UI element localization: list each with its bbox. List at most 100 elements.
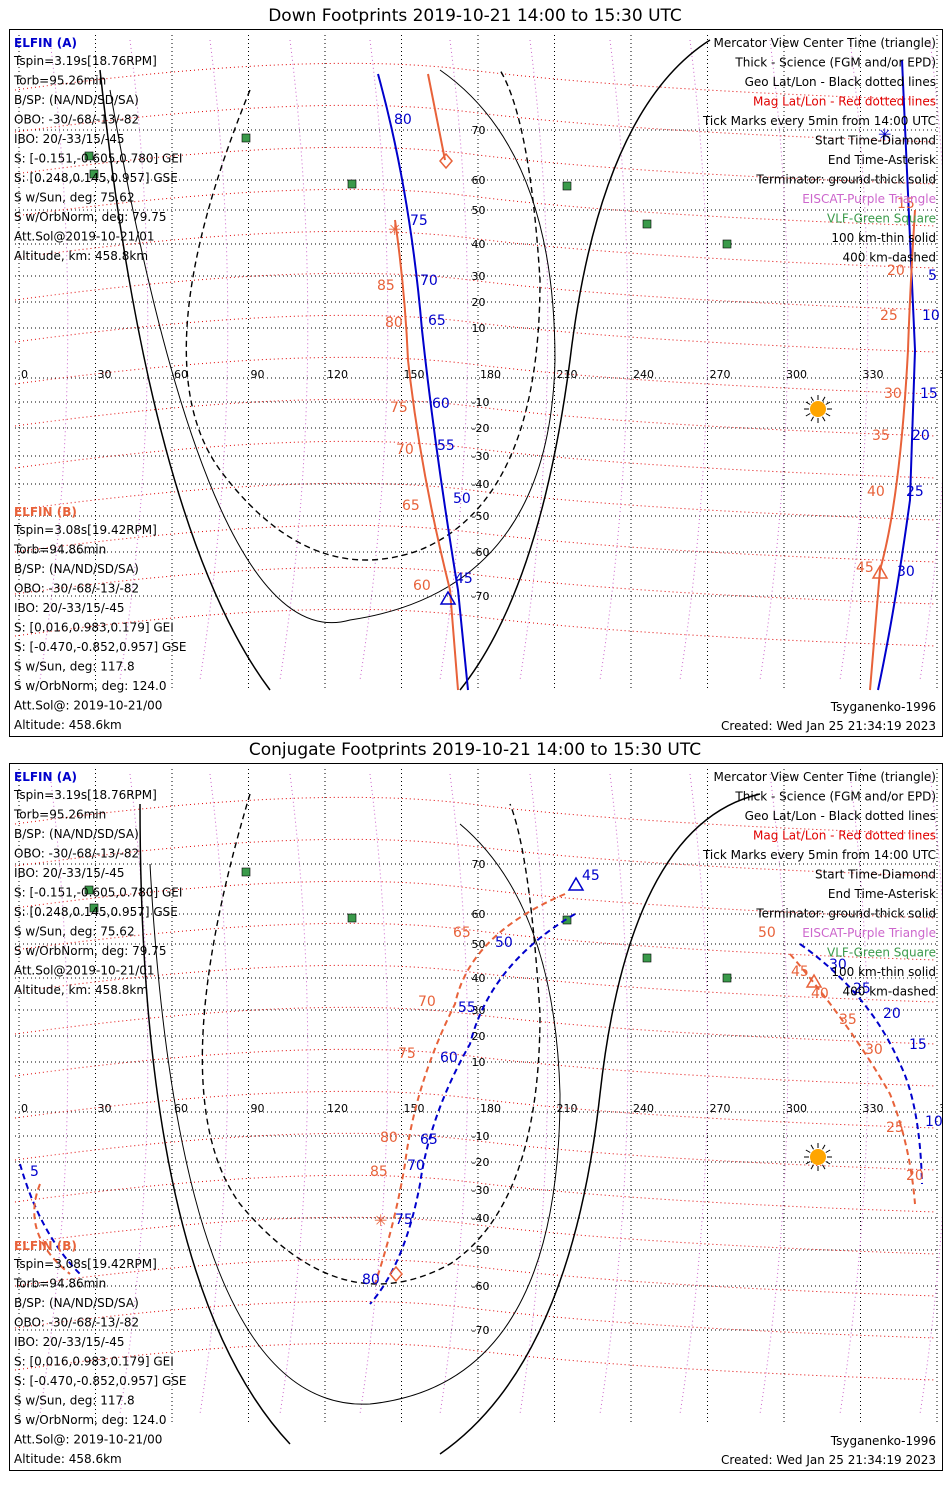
vlf-square <box>642 953 652 963</box>
elfin-b-info-line: S: [0.016,0.983,0.179] GEI <box>14 1355 174 1369</box>
mag-latitude-line <box>14 1174 937 1213</box>
elfin-b-track <box>374 893 566 1285</box>
elfin-a-right-label: 20 <box>883 1006 901 1022</box>
terminator-curve-right <box>459 39 711 691</box>
lat-label: 40 <box>472 972 486 985</box>
elfin-a-right-label: 15 <box>909 1037 927 1053</box>
elfin-a-track-right <box>877 59 917 691</box>
lat-label: 70 <box>472 124 486 137</box>
elfin-b-right-label: 40 <box>811 986 829 1002</box>
lon-label: 360 <box>939 368 942 381</box>
elfin-a-info-line: Tspin=3.19s[18.76RPM] <box>13 54 157 68</box>
lon-label: 30 <box>98 1102 112 1115</box>
mag-longitude-line <box>439 39 469 681</box>
elfin-a-label: ELFIN (A) <box>14 770 77 784</box>
elfin-a-track-label: 50 <box>495 935 513 951</box>
elfin-a-info-line: OBO: -30/-68/-13/-82 <box>14 113 139 127</box>
elfin-a-info-line: Att.Sol@2019-10-21/01 <box>14 230 155 244</box>
elfin-b-info-line: IBO: 20/-33/15/-45 <box>14 1335 125 1349</box>
legend-entry: VLF-Green Square <box>827 946 936 960</box>
lat-label: -60 <box>472 1280 490 1293</box>
lon-label: 330 <box>863 368 884 381</box>
elfin-a-track-left <box>19 1163 81 1275</box>
lon-label: 240 <box>633 368 654 381</box>
elfin-b-track-label: 60 <box>413 578 431 594</box>
elfin-a-info-line: Altitude, km: 458.8km <box>14 983 148 997</box>
vlf-square <box>84 885 94 895</box>
legend-entry: Thick - Science (FGM and/or EPD) <box>734 790 936 804</box>
elfin-b-track-label: 85 <box>370 1164 388 1180</box>
model-label: Tsyganenko-1996 <box>830 1434 936 1448</box>
elfin-b-label: ELFIN (B) <box>14 1239 77 1253</box>
mag-longitude-line <box>839 773 869 1415</box>
sun-ray <box>805 1161 811 1165</box>
mag-longitude-line <box>439 773 469 1415</box>
lat-label: 70 <box>472 858 486 871</box>
legend-entry: Mag Lat/Lon - Red dotted lines <box>753 95 936 109</box>
elfin-a-info-line: S: [0.248,0.145,0.957] GSE <box>14 171 178 185</box>
legend-entry: Mercator View Center Time (triangle) <box>714 36 936 50</box>
elfin-a-track-label: 55 <box>437 438 455 454</box>
legend-entry: Start Time-Diamond <box>815 868 936 882</box>
mag-latitude-line <box>14 1132 937 1171</box>
elfin-a-right-label: 20 <box>912 428 930 444</box>
mag-latitude-line <box>14 566 937 605</box>
mag-latitude-line <box>14 1258 937 1297</box>
lon-label: 90 <box>251 368 265 381</box>
elfin-b-info-line: Altitude: 458.6km <box>14 718 122 732</box>
conjugate-footprints-panel: 0306090120150180210240270300330360706050… <box>9 763 950 1471</box>
legend-entry: EISCAT-Purple Triangle <box>802 192 936 206</box>
lat-label: -30 <box>472 1184 490 1197</box>
sun-ray <box>822 1164 826 1170</box>
mag-latitude-line <box>14 838 937 877</box>
elfin-a-info-line: S w/Sun, deg: 75.62 <box>14 925 135 939</box>
lon-label: 240 <box>633 1102 654 1115</box>
elfin-b-track-label: 80 <box>385 315 403 331</box>
elfin-b-right-label: 20 <box>906 1168 924 1184</box>
vlf-square <box>89 903 99 913</box>
elfin-b-right-label: 25 <box>886 1120 904 1136</box>
lat-label: 50 <box>472 938 486 951</box>
lat-label: -70 <box>472 590 490 603</box>
elfin-a-label: ELFIN (A) <box>14 36 77 50</box>
mag-longitude-line <box>599 39 629 681</box>
sun-ray <box>825 413 831 417</box>
elfin-b-track-label: 75 <box>390 400 408 416</box>
lat-label: 30 <box>472 270 486 283</box>
elfin-b-track-label: 65 <box>402 498 420 514</box>
mag-longitude-line <box>519 39 549 681</box>
sun-ray <box>805 1149 811 1153</box>
mag-latitude-line <box>14 524 937 563</box>
mag-longitude-line <box>759 39 789 681</box>
mag-longitude-line <box>359 39 389 681</box>
vlf-square <box>347 913 357 923</box>
elfin-a-right-label: 25 <box>853 981 871 997</box>
legend-entry: Tick Marks every 5min from 14:00 UTC <box>702 114 936 128</box>
lon-label: 300 <box>786 1102 807 1115</box>
start-diamond <box>439 152 453 170</box>
down-footprints-panel: 0 30 60 90 120 150 180 210 240 270 300 330 360 70 60 50… <box>9 29 950 737</box>
elfin-a-right-label: 10 <box>922 308 940 324</box>
sun-ray <box>825 1161 831 1165</box>
elfin-b-center-triangle <box>805 973 823 988</box>
mag-latitude-line <box>14 104 937 143</box>
lon-label: 0 <box>21 368 28 381</box>
lat-label: -50 <box>472 1244 490 1257</box>
lat-label: -40 <box>472 478 490 491</box>
lat-label: -30 <box>472 450 490 463</box>
mag-longitude-line <box>359 773 389 1415</box>
elfin-a-track-label: 70 <box>407 1158 425 1174</box>
elfin-a-info-line: Torb=95.26min <box>13 74 106 88</box>
down-footprints-title: Down Footprints 2019-10-21 14:00 to 15:3… <box>268 6 682 26</box>
lat-label: -70 <box>472 1324 490 1337</box>
lon-label: 150 <box>404 1102 425 1115</box>
start-diamond <box>389 1265 403 1283</box>
mag-latitude-line <box>14 880 937 919</box>
lat-label: 10 <box>472 322 486 335</box>
mag-longitude-line <box>759 773 789 1415</box>
vlf-square <box>642 219 652 229</box>
lon-label: 150 <box>404 368 425 381</box>
vlf-square <box>722 239 732 249</box>
lon-label: 90 <box>251 1102 265 1115</box>
elfin-b-info-line: Att.Sol@: 2019-10-21/00 <box>14 1433 162 1447</box>
